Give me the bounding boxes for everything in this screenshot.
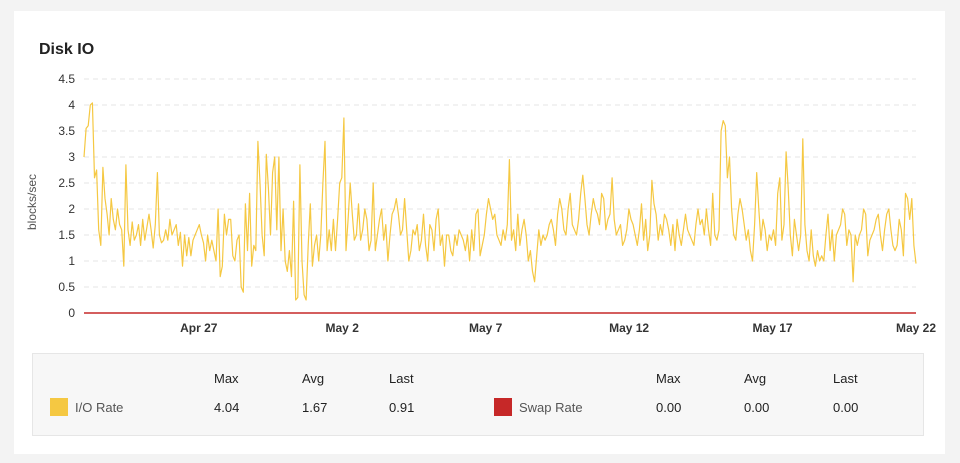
y-tick-label: 4 bbox=[68, 98, 75, 112]
y-tick-label: 3.5 bbox=[58, 124, 75, 138]
y-tick-label: 0.5 bbox=[58, 280, 75, 294]
swap-rate-max: 0.00 bbox=[656, 400, 682, 415]
io-rate-avg: 1.67 bbox=[302, 400, 328, 415]
y-tick-label: 1 bbox=[68, 254, 75, 268]
io-rate-last: 0.91 bbox=[389, 400, 415, 415]
legend-table: Max Avg Last Max Avg Last I/O Rate 4.04 … bbox=[32, 353, 924, 436]
x-tick-label: Apr 27 bbox=[180, 321, 218, 335]
y-tick-label: 1.5 bbox=[58, 228, 75, 242]
legend-header-last: Last bbox=[389, 371, 414, 386]
io-rate-legend-label[interactable]: I/O Rate bbox=[75, 400, 124, 415]
io-rate-series-line bbox=[83, 102, 917, 301]
io-rate-max: 4.04 bbox=[214, 400, 240, 415]
x-tick-label: May 2 bbox=[326, 321, 360, 335]
chart-title: Disk IO bbox=[39, 41, 95, 58]
swap-rate-legend-label[interactable]: Swap Rate bbox=[519, 400, 583, 415]
legend-header-last: Last bbox=[833, 371, 858, 386]
io-rate-swatch bbox=[50, 398, 68, 416]
x-tick-label: May 17 bbox=[753, 321, 793, 335]
y-axis-label: blocks/sec bbox=[25, 174, 39, 230]
y-tick-label: 3 bbox=[68, 150, 75, 164]
y-tick-label: 4.5 bbox=[58, 72, 75, 86]
x-tick-label: May 22 bbox=[896, 321, 936, 335]
disk-io-panel: Disk IO 4.5 4 3.5 3 2.5 2 1.5 1 0.5 0 blocks/sec Ap… bbox=[14, 11, 945, 454]
swap-rate-avg: 0.00 bbox=[744, 400, 770, 415]
y-tick-label: 2.5 bbox=[58, 176, 75, 190]
y-tick-label: 2 bbox=[68, 202, 75, 216]
y-tick-label: 0 bbox=[68, 306, 75, 320]
legend-header-max: Max bbox=[214, 371, 239, 386]
x-tick-label: May 12 bbox=[609, 321, 649, 335]
disk-io-chart: 4.5 4 3.5 3 2.5 2 1.5 1 0.5 0 blocks/sec Apr 27 May … bbox=[25, 72, 936, 335]
legend-header-avg: Avg bbox=[744, 371, 767, 386]
swap-rate-last: 0.00 bbox=[833, 400, 859, 415]
legend-header-max: Max bbox=[656, 371, 681, 386]
legend-header-avg: Avg bbox=[302, 371, 325, 386]
swap-rate-swatch bbox=[494, 398, 512, 416]
x-tick-label: May 7 bbox=[469, 321, 503, 335]
